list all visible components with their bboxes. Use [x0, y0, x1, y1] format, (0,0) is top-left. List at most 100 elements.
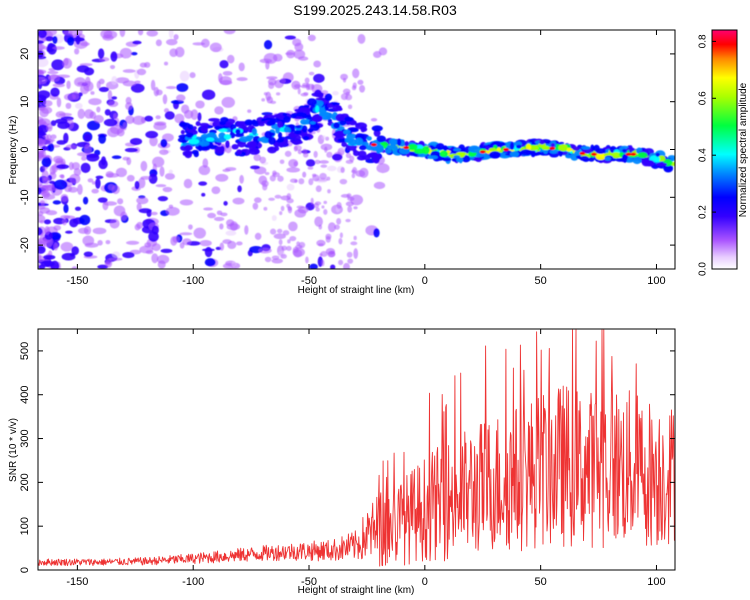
spectrogram-blob — [189, 72, 196, 79]
snr-x-tick-label: -100 — [182, 576, 204, 588]
spectrogram-blob — [111, 96, 118, 100]
spectrogram-blob — [56, 97, 62, 108]
spectrogram-blob — [160, 248, 173, 254]
spectrogram-blob — [371, 125, 383, 132]
spectrogram-blob — [386, 144, 398, 150]
spectrogram-blob — [225, 230, 237, 236]
spectrogram-blob — [38, 211, 44, 216]
spectrogram-blob — [269, 132, 275, 136]
spectrogram-blob — [273, 233, 286, 240]
spectrogram-blob — [388, 138, 398, 146]
snr-x-tick-label: 50 — [535, 576, 547, 588]
spectrogram-blob — [308, 178, 314, 186]
spectrogram-blob — [39, 200, 46, 206]
spectrogram-blob — [266, 76, 278, 80]
spectrogram-blob — [38, 245, 46, 254]
spectrogram-blob — [281, 245, 288, 251]
spectrogram-blob — [71, 266, 78, 269]
spectrogram-blob — [327, 189, 331, 194]
spectrogram-blob — [595, 152, 607, 161]
spectrogram-blob — [122, 80, 137, 87]
spectrogram-blob — [38, 76, 48, 85]
spectrogram-blob — [550, 142, 556, 148]
spectrogram-blob — [151, 253, 159, 264]
spectrogram-blob — [97, 197, 108, 203]
spectrogram-blob — [326, 165, 337, 172]
spectrogram-blob — [520, 149, 532, 156]
spectrogram-blob — [347, 205, 353, 213]
snr-y-tick-label: 0 — [19, 567, 31, 573]
spectrogram-blob — [324, 146, 328, 153]
spectrogram-blob — [67, 36, 75, 46]
spectrogram-blob — [148, 173, 158, 184]
spectrogram-blob — [286, 49, 296, 59]
snr-series-line — [38, 329, 675, 567]
spectrogram-blob — [530, 149, 536, 158]
spectrogram-blob — [179, 199, 194, 206]
spectrogram-blob — [38, 124, 49, 134]
spectrogram-blob — [98, 86, 110, 92]
spectrogram-y-tick-label: 20 — [19, 48, 31, 60]
spectrogram-blob — [345, 218, 351, 223]
spectrogram-blob — [50, 87, 60, 97]
spectrogram-blob — [204, 246, 213, 258]
spectrogram-blob — [644, 160, 655, 167]
spectrogram-blob — [321, 135, 326, 140]
spectrogram-blob — [319, 172, 327, 180]
spectrogram-blob — [263, 40, 273, 50]
spectrogram-blob — [48, 74, 60, 82]
spectrogram-blob — [219, 80, 233, 86]
spectrogram-blob — [246, 120, 253, 126]
spectrogram-blob — [327, 251, 336, 258]
spectrogram-blob — [71, 246, 79, 256]
snr-y-ticks: 0 100 200 300 400 500 — [19, 342, 675, 573]
spectrogram-blob — [284, 35, 296, 40]
spectrogram-blob — [38, 70, 45, 75]
spectrogram-blob — [111, 155, 122, 160]
spectrogram-blob — [175, 94, 186, 102]
spectrogram-blob — [376, 163, 390, 174]
spectrogram-blob — [178, 122, 188, 127]
spectrogram-blob — [359, 85, 366, 93]
spectrogram-blob — [278, 142, 285, 148]
spectrogram-blob — [98, 159, 108, 170]
spectrogram-blob — [122, 69, 136, 73]
spectrogram-blob — [205, 137, 215, 142]
spectrogram-blob — [195, 121, 201, 127]
spectrogram-blob — [42, 138, 54, 145]
spectrogram-blob — [84, 133, 91, 141]
spectrogram-blob — [370, 117, 378, 122]
spectrogram-blob — [111, 185, 120, 195]
spectrogram-blob — [302, 148, 308, 155]
spectrogram-blob — [83, 251, 93, 257]
spectrogram-blob — [315, 105, 320, 113]
spectrogram-blob — [188, 138, 200, 145]
spectrogram-blob — [581, 146, 591, 150]
spectrogram-blob — [165, 86, 177, 90]
spectrogram-blob — [453, 155, 461, 159]
spectrogram-blob — [269, 100, 277, 104]
spectrogram-blob — [183, 178, 193, 189]
spectrogram-y-tick-label: -10 — [19, 189, 31, 205]
spectrogram-blob — [323, 208, 328, 215]
spectrogram-blob — [632, 157, 642, 165]
spectrogram-blob — [184, 144, 193, 151]
spectrogram-blob — [625, 152, 632, 156]
spectrogram-blob — [103, 118, 118, 127]
spectrogram-blob — [136, 221, 144, 229]
spectrogram-blob — [304, 77, 310, 84]
spectrogram-blob — [104, 109, 111, 116]
spectrogram-blob — [53, 225, 62, 231]
spectrogram-blob — [69, 30, 83, 38]
spectrogram-blob — [248, 135, 254, 139]
spectrogram-blob — [282, 230, 290, 236]
spectrogram-blob — [345, 159, 354, 164]
spectrogram-blob — [295, 125, 302, 129]
spectrogram-blob — [291, 140, 303, 145]
spectrogram-blob — [38, 30, 47, 39]
spectrogram-blob — [87, 120, 101, 131]
spectrogram-blob — [288, 221, 298, 232]
spectrogram-blob — [293, 145, 298, 152]
spectrogram-blob — [190, 109, 199, 121]
spectrogram-blob — [124, 147, 138, 153]
